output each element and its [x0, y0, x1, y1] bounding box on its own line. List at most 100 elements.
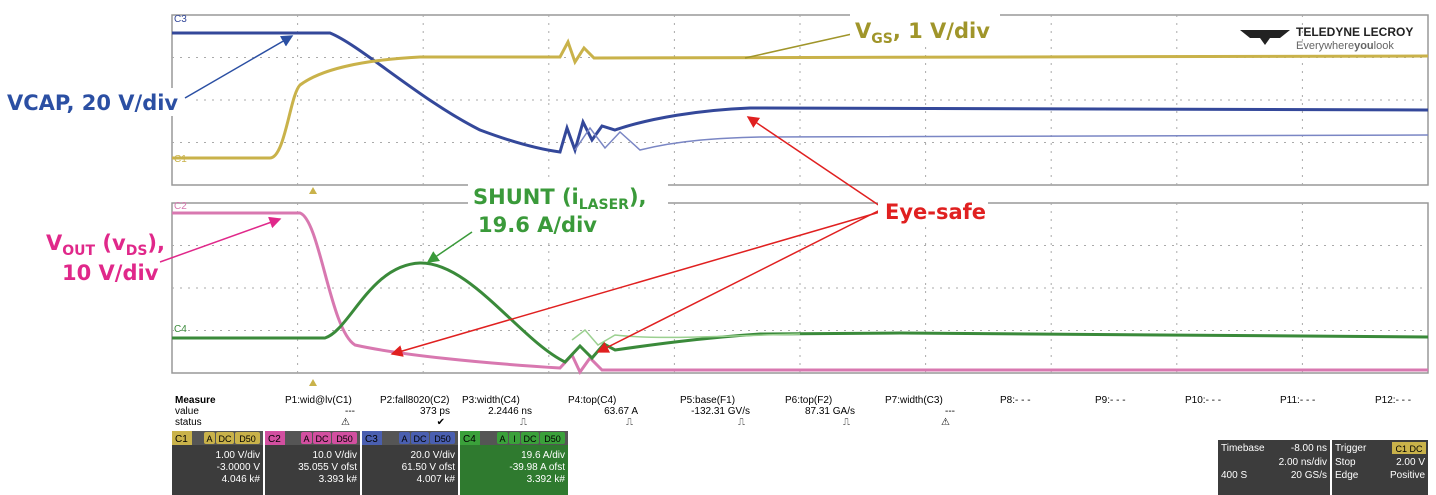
timebase-samples: 400 S [1221, 470, 1247, 481]
channel-flag: DC [524, 434, 537, 444]
tagline-part: look [1374, 40, 1395, 52]
channel-id: C3 [365, 434, 378, 445]
channel-vdiv: 19.6 A/div [521, 450, 565, 461]
measure-status: ⎍ [843, 417, 850, 428]
channel-count: 3.393 k# [319, 474, 358, 485]
measure-header: P3:width(C4) [462, 395, 520, 406]
measure-header: P11:- - - [1280, 395, 1315, 406]
measure-value: value [175, 406, 199, 417]
measure-header: P7:width(C3) [885, 395, 943, 406]
measure-header: P2:fall8020(C2) [380, 395, 449, 406]
trigger-channel: C1 DC [1395, 444, 1423, 454]
logo-tagline: Everywhereyoulook [1296, 40, 1394, 52]
arrow [160, 219, 280, 262]
measure-status: ⎍ [738, 417, 745, 428]
channel-flag: A [499, 434, 505, 444]
channel-vdiv: 1.00 V/div [216, 450, 260, 461]
channel-flag: A [206, 434, 212, 444]
label-part: SHUNT (i [473, 185, 579, 209]
measure-status: ✔ [437, 417, 445, 428]
timebase-rate: 20 GS/s [1291, 470, 1327, 481]
vgs-trace [172, 42, 1428, 158]
measure-header: P4:top(C4) [568, 395, 616, 406]
logo-mark [1240, 30, 1290, 45]
measure-table: MeasureP1:wid@lv(C1)P2:fall8020(C2)P3:wi… [175, 395, 1411, 428]
arrow [748, 117, 880, 206]
logo-name: TELEDYNE LECROY [1296, 25, 1413, 39]
eye-safe-label: Eye-safe [885, 200, 986, 224]
measure-header: P5:base(F1) [680, 395, 735, 406]
channel-ofst: 35.055 V ofst [298, 462, 357, 473]
label-part: (v [95, 231, 126, 255]
label-part: V [46, 231, 63, 255]
timebase-panel: Timebase -8.00 ns 2.00 ns/div 400 S 20 GS/s T… [1218, 440, 1428, 495]
channel-id: C2 [268, 434, 281, 445]
measure-value: --- [945, 406, 955, 417]
trigger-level: 2.00 V [1396, 457, 1425, 468]
arrow [185, 36, 292, 98]
graticules [172, 15, 1428, 386]
timebase-div: 2.00 ns/div [1279, 457, 1327, 468]
trigger-type: Edge [1335, 470, 1359, 481]
measure-header: P10:- - - [1185, 395, 1221, 406]
channel-flag: DC [316, 434, 329, 444]
trace-tag: C2 [174, 201, 187, 212]
label-sub: LASER [579, 197, 629, 213]
vcap-trace [172, 33, 1428, 152]
timebase-label: Timebase [1221, 443, 1265, 454]
measure-header: P6:top(F2) [785, 395, 832, 406]
channel-flag: DC [219, 434, 232, 444]
channel-ofst: -3.0000 V [217, 462, 261, 473]
channel-flag: A [303, 434, 309, 444]
channel-ofst: 61.50 V ofst [402, 462, 456, 473]
measure-status: status [175, 417, 202, 428]
label-sub: GS [871, 31, 893, 47]
label-part: , 1 V/div [893, 19, 990, 43]
measure-status: ⎍ [626, 417, 633, 428]
measure-value: 63.67 A [604, 406, 638, 417]
measure-status: ⎍ [520, 417, 527, 428]
channel-flag: D50 [434, 434, 451, 444]
channel-flag: D50 [239, 434, 256, 444]
measure-status: ⚠ [341, 417, 350, 428]
tagline-part: Everywhere [1296, 40, 1354, 52]
label-sub: DS [126, 243, 148, 259]
shunt-label: 19.6 A/div [478, 213, 597, 237]
channel-vdiv: 20.0 V/div [411, 450, 455, 461]
trigger-label: Trigger [1335, 443, 1367, 454]
trace-tag: C4 [174, 324, 187, 335]
channel-flag: DC [414, 434, 427, 444]
measure-header: P12:- - - [1375, 395, 1411, 406]
label-part: ), [147, 231, 165, 255]
channel-vdiv: 10.0 V/div [313, 450, 357, 461]
vout-label: 10 V/div [62, 261, 159, 285]
channel-id: C1 [175, 434, 188, 445]
label-part: ), [629, 185, 647, 209]
timebase-delay: -8.00 ns [1291, 443, 1327, 454]
measure-header: P8:- - - [1000, 395, 1031, 406]
trigger-marker [309, 187, 317, 194]
measure-header: P1:wid@lv(C1) [285, 395, 352, 406]
label-part: V [855, 19, 872, 43]
shunt-trace-ref [572, 330, 800, 345]
vcap-trace-ref [575, 128, 1428, 150]
channel-flag: A [401, 434, 407, 444]
vcap-label: VCAP, 20 V/div [7, 91, 178, 115]
trace-tag: C1 [174, 154, 187, 165]
trace-tag: C3 [174, 14, 187, 25]
trigger-slope: Positive [1390, 470, 1425, 481]
channel-count: 3.392 k# [527, 474, 566, 485]
channel-flag: D50 [336, 434, 353, 444]
channel-ofst: -39.98 A ofst [509, 462, 565, 473]
channel-id: C4 [463, 434, 476, 445]
measure-value: -132.31 GV/s [691, 406, 750, 417]
scope-screen: C3 C1 C2 C4 TELEDYNE LECROY Everywhereyo… [0, 0, 1436, 495]
tagline-part: you [1354, 40, 1374, 52]
trigger-marker [309, 379, 317, 386]
label-sub: OUT [62, 243, 95, 259]
measure-header: P9:- - - [1095, 395, 1126, 406]
channel-count: 4.046 k# [222, 474, 261, 485]
arrow [745, 34, 852, 58]
channel-count: 4.007 k# [417, 474, 456, 485]
measure-value: 87.31 GA/s [805, 406, 855, 417]
